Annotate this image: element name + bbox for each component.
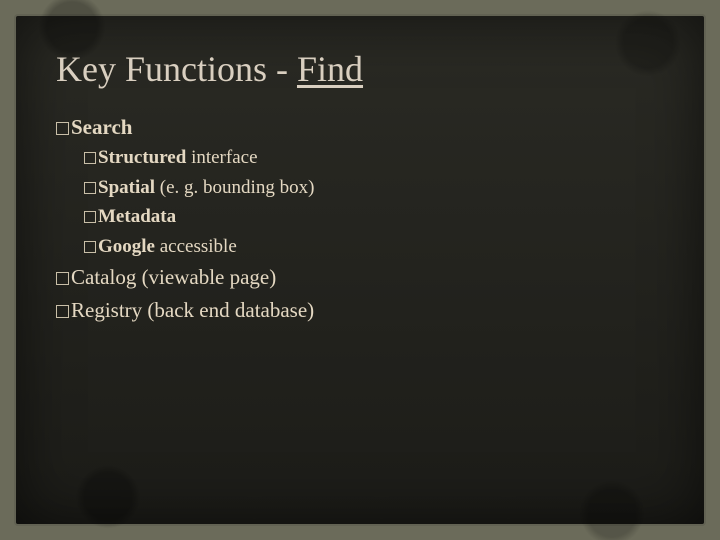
title-prefix: Key Functions - [56,49,297,89]
list-item-rest: (e. g. bounding box) [155,177,314,198]
list-item-rest: accessible [155,236,237,257]
list-item-rest: interface [186,147,257,168]
slide-frame: Key Functions - Find Search Structured i… [16,16,704,524]
list-item-google: Google accessible [84,233,664,261]
square-bullet-icon [84,182,96,194]
list-item-spatial: Spatial (e. g. bounding box) [84,174,664,202]
list-item-label: Search [71,115,132,139]
list-item-catalog: Catalog (viewable page) [56,262,664,292]
square-bullet-icon [84,211,96,223]
list-item-metadata: Metadata [84,203,664,231]
list-item-structured: Structured interface [84,144,664,172]
list-item-bold: Google [98,236,155,257]
list-item-bold: Structured [98,147,186,168]
slide-title: Key Functions - Find [56,50,664,90]
list-item-registry: Registry (back end database) [56,295,664,325]
slide: Key Functions - Find Search Structured i… [0,0,720,540]
list-item-label: Registry (back end database) [71,298,314,322]
bullet-list: Search Structured interface Spatial (e. … [56,112,664,326]
square-bullet-icon [84,152,96,164]
list-item-bold: Metadata [98,206,176,227]
list-item-search: Search [56,112,664,142]
list-item-bold: Spatial [98,177,155,198]
square-bullet-icon [56,122,69,135]
title-emphasis: Find [297,49,363,89]
list-item-label: Catalog (viewable page) [71,265,276,289]
square-bullet-icon [56,272,69,285]
square-bullet-icon [56,305,69,318]
square-bullet-icon [84,241,96,253]
